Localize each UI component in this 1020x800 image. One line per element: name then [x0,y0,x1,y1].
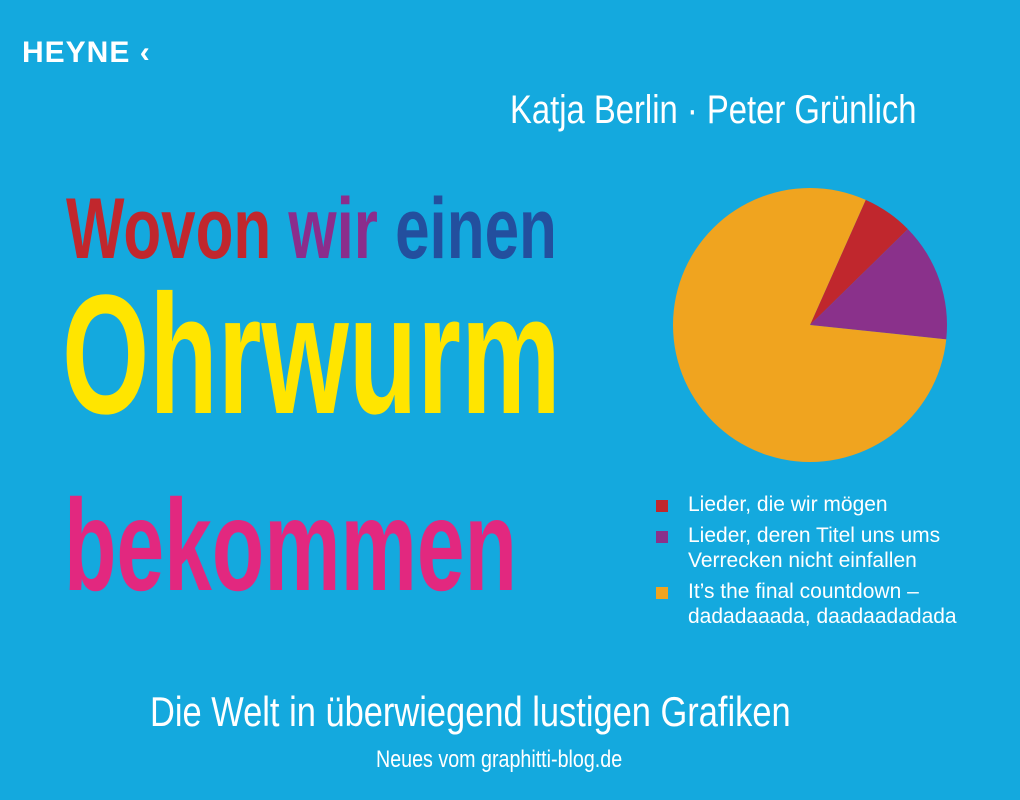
title-line-2: Ohrwurm [62,270,818,440]
publisher-mark-icon: ‹ [139,36,151,69]
title-line-3: bekommen [64,480,750,610]
subtitle-text: Die Welt in überwiegend lustigen Grafike… [150,688,791,735]
blog-text: Neues vom graphitti-blog.de [376,746,623,773]
legend-label: Lieder, die wir mögen [688,493,888,516]
title-line-1: Wovon wir einen [66,180,748,279]
authors: Katja Berlin · Peter Grünlich [510,88,1006,133]
legend-item: Lieder, die wir mögen [656,492,996,517]
legend-item: Lieder, deren Titel uns ums Verrecken ni… [656,523,996,573]
legend-swatch [656,587,668,599]
pie-chart [673,187,947,462]
authors-text: Katja Berlin · Peter Grünlich [510,88,917,132]
title-word: einen [395,181,557,277]
publisher-logo: HEYNE ‹ [22,36,151,70]
title-word: bekommen [64,472,517,618]
legend-label: Lieder, deren Titel uns ums Verrecken ni… [688,524,941,572]
title-word: Ohrwurm [62,260,561,450]
legend-swatch [656,531,668,543]
blog-credit: Neues vom graphitti-blog.de [376,746,676,774]
publisher-name: HEYNE [22,36,131,69]
title-word: wir [288,181,396,277]
legend-item: It’s the final countdown – dadadaaada, d… [656,579,996,629]
pie-slice-1 [810,199,908,325]
chart-legend: Lieder, die wir mögen Lieder, deren Titel… [656,492,996,635]
pie-slice-3 [673,187,947,462]
pie-slice-2 [810,229,947,340]
legend-label: It’s the final countdown – dadadaaada, d… [688,580,957,628]
subtitle: Die Welt in überwiegend lustigen Grafike… [150,688,931,736]
legend-swatch [656,500,668,512]
title-word: Wovon [66,181,289,277]
